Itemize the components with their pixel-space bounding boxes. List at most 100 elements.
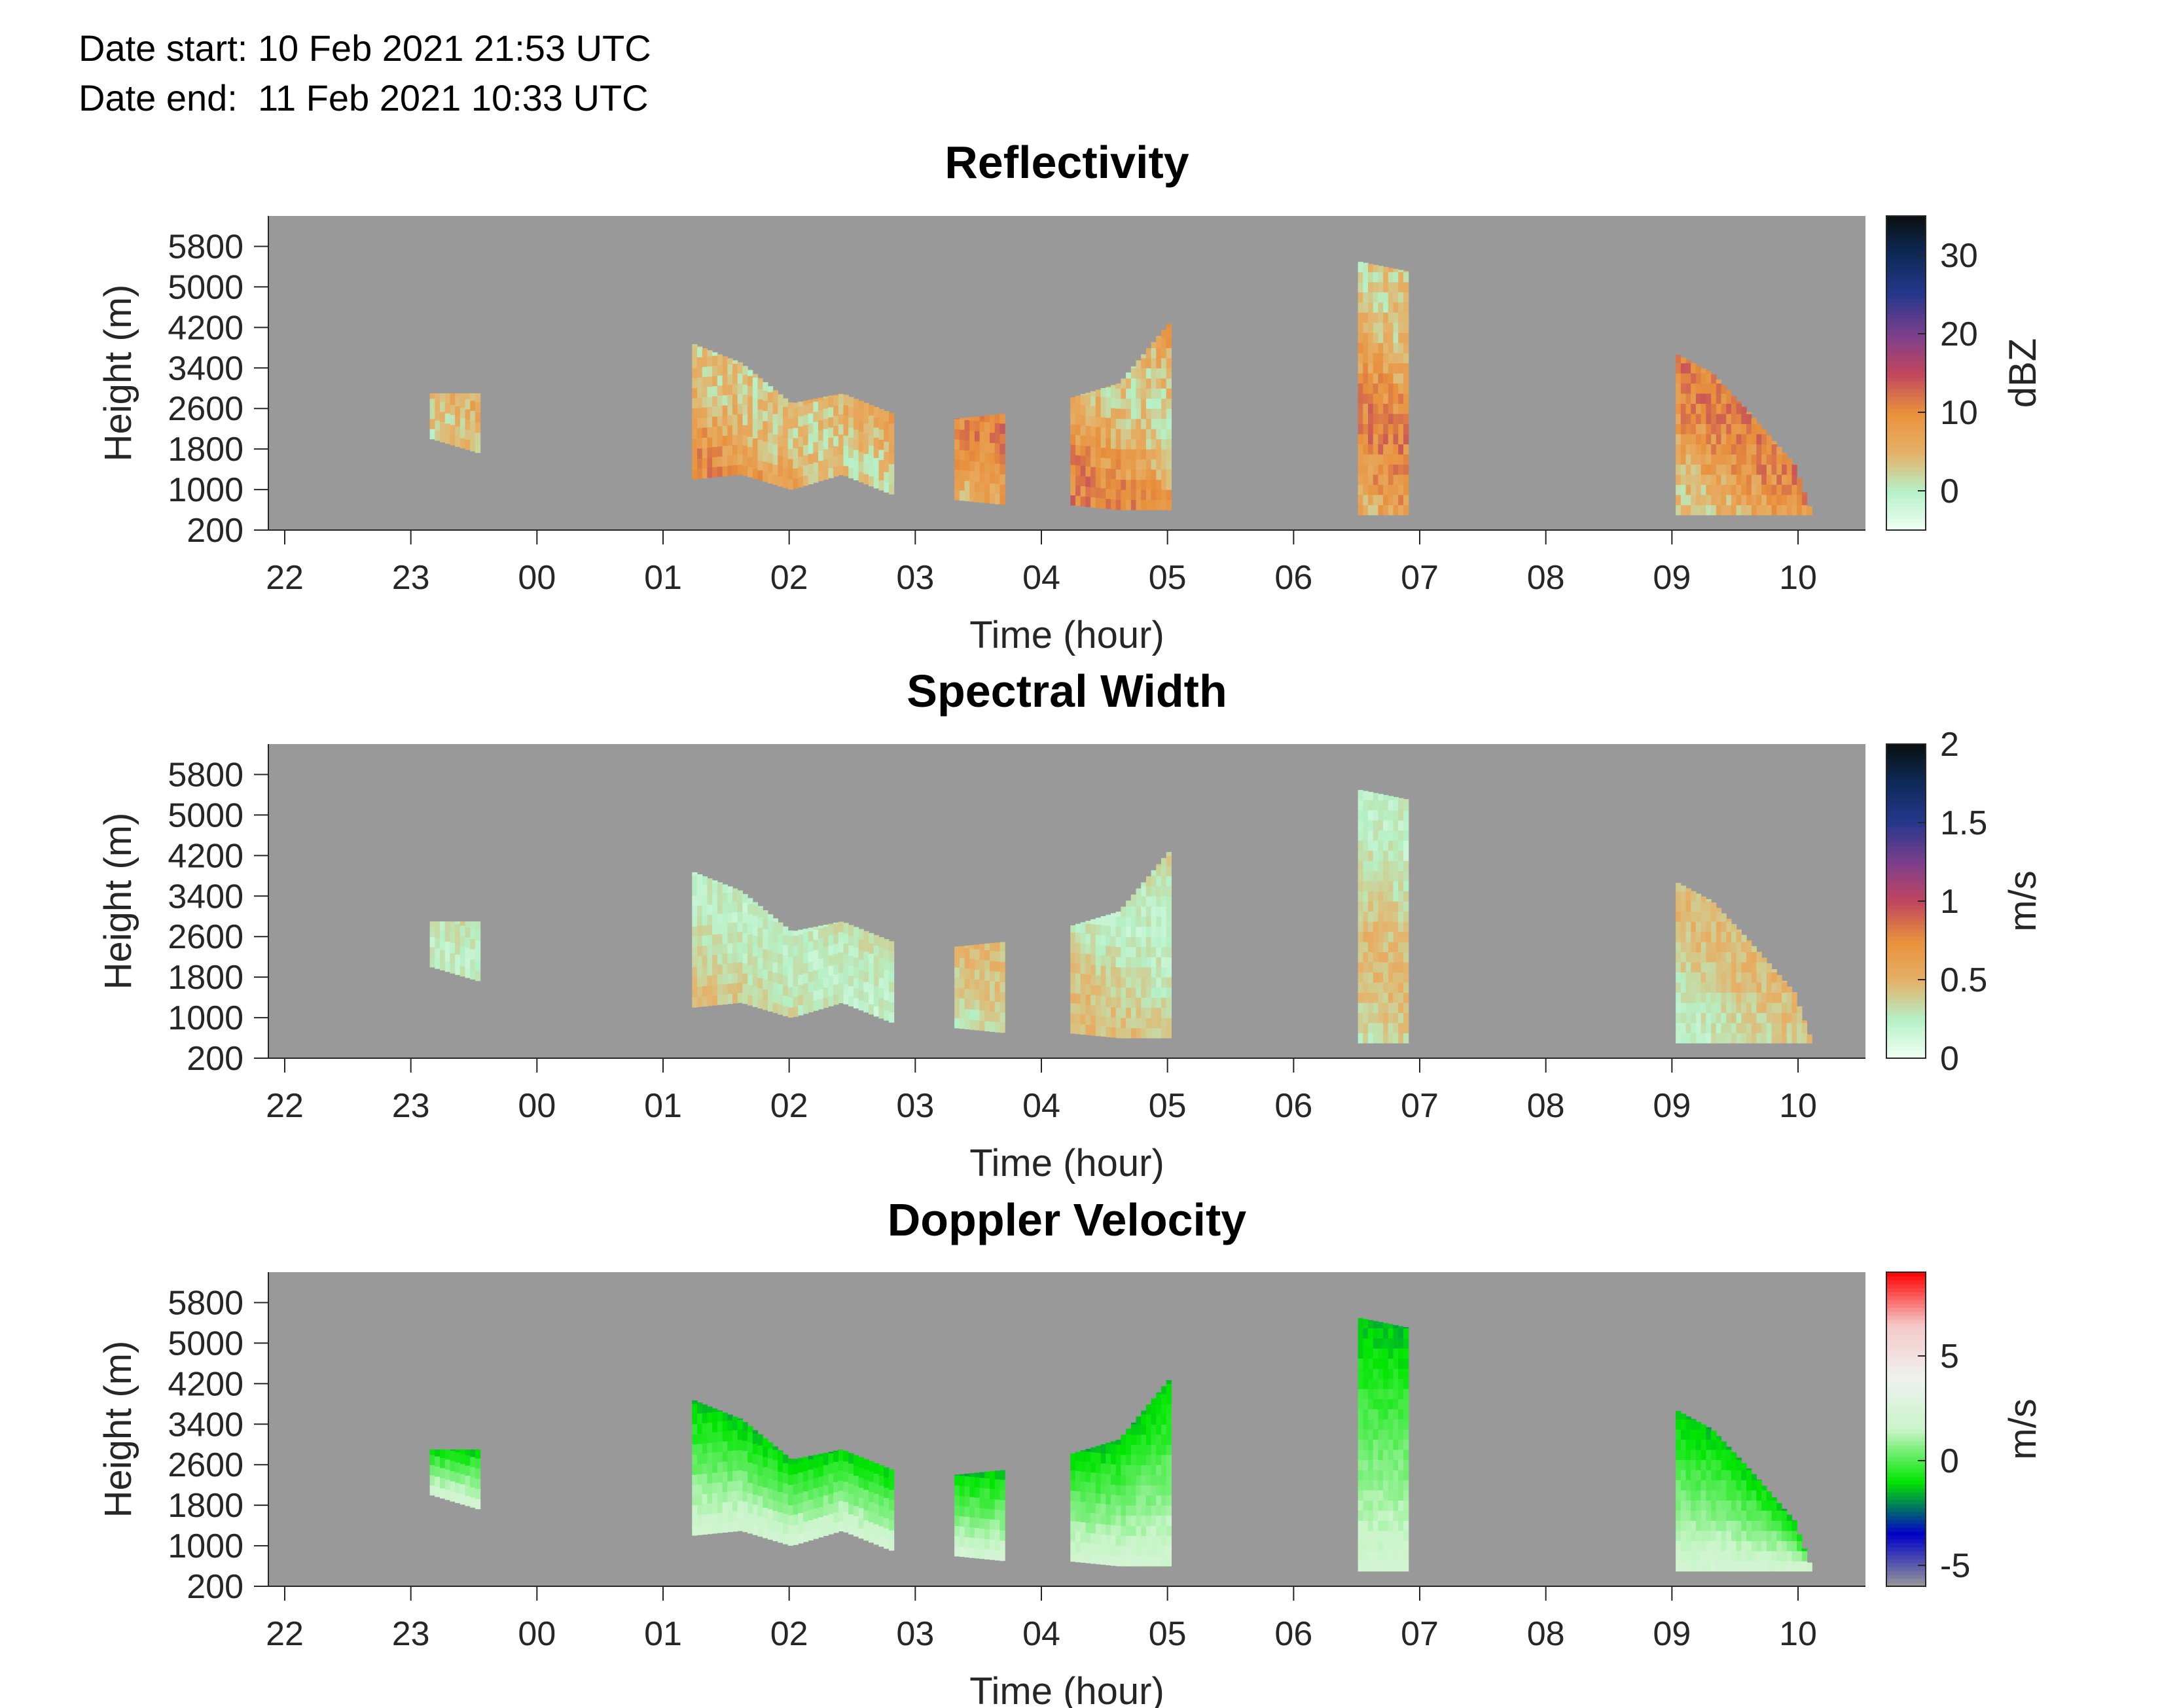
echo-cell [1791, 1012, 1797, 1023]
echo-cell [1695, 413, 1702, 424]
echo-cell [828, 1514, 834, 1525]
echo-cell [1085, 393, 1091, 396]
echo-cell [1676, 505, 1682, 516]
echo-cell [1115, 1027, 1121, 1039]
echo-cell [823, 1515, 829, 1526]
echo-cell [1706, 1500, 1712, 1511]
echo-cell [823, 936, 829, 948]
echo-cell [1100, 1463, 1106, 1474]
echo-cell [802, 400, 809, 405]
echo-cell [1695, 484, 1702, 495]
echo-cell [1166, 479, 1172, 490]
colorbar-swatch [1886, 1035, 1926, 1039]
colorbar-swatch [1886, 306, 1926, 311]
echo-cell [1756, 464, 1762, 475]
echo-cell [1726, 505, 1732, 516]
echo-cell [692, 398, 698, 409]
echo-cell [1383, 861, 1389, 872]
echo-cell [757, 937, 763, 948]
echo-cell [1716, 921, 1722, 933]
echo-cell [999, 484, 1005, 495]
echo-cell [692, 872, 698, 876]
echo-cell [1701, 1520, 1706, 1531]
echo-cell [1126, 906, 1132, 917]
echo-cell [1691, 952, 1697, 963]
echo-cell [793, 955, 799, 967]
echo-cell [1136, 1525, 1142, 1537]
echo-cell [798, 984, 804, 995]
echo-cell [763, 910, 768, 919]
echo-cell [1358, 891, 1363, 902]
echo-cell [843, 395, 849, 406]
echo-cell [848, 975, 854, 986]
echo-cell [1771, 972, 1777, 983]
echo-cell [843, 435, 849, 446]
echo-cell [979, 1487, 985, 1499]
echo-cell [1363, 1469, 1369, 1480]
echo-cell [1716, 908, 1722, 912]
colorbar-tick-label: 0 [1940, 472, 1959, 510]
echo-cell [1161, 408, 1167, 419]
echo-cell [787, 459, 793, 470]
echo-cell [1388, 268, 1394, 272]
echo-cell [884, 411, 890, 422]
echo-cell [1741, 1550, 1747, 1561]
colorbar-swatch [1886, 1386, 1926, 1391]
echo-cell [1373, 353, 1378, 364]
echo-cell [1095, 497, 1102, 508]
echo-cell [722, 425, 728, 436]
echo-cell [1136, 1505, 1142, 1516]
echo-cell [1398, 413, 1404, 424]
echo-cell [1145, 378, 1152, 389]
echo-cell [1145, 429, 1152, 440]
echo-cell [717, 953, 723, 965]
echo-cell [1378, 921, 1384, 933]
echo-cell [752, 1474, 759, 1485]
echo-cell [833, 1502, 839, 1513]
echo-cell [732, 383, 738, 395]
echo-cell [1111, 966, 1117, 977]
echo-cell [702, 925, 708, 936]
echo-cell [1711, 474, 1717, 485]
echo-cell [1383, 484, 1389, 495]
echo-cell [727, 1414, 733, 1421]
echo-cell [1676, 1012, 1682, 1023]
echo-cell [1151, 1556, 1157, 1567]
echo-cell [1090, 497, 1096, 508]
echo-cell [954, 469, 960, 480]
echo-cell [1782, 980, 1788, 983]
echo-cell [1691, 494, 1697, 505]
echo-cell [435, 928, 441, 939]
echo-cell [869, 476, 874, 487]
echo-cell [1676, 982, 1682, 993]
echo-cell [1388, 850, 1394, 861]
echo-cell [1685, 1439, 1691, 1450]
echo-cell [1141, 489, 1147, 501]
echo-cell [1156, 987, 1162, 998]
echo-cell [1080, 1481, 1086, 1492]
echo-cell [1398, 363, 1404, 374]
echo-cell [737, 383, 743, 394]
echo-cell [1095, 487, 1102, 498]
echo-cell [435, 1476, 441, 1487]
echo-cell [1378, 1368, 1384, 1379]
echo-cell [1111, 1441, 1117, 1444]
echo-cell [1368, 1540, 1374, 1552]
echo-cell [1751, 505, 1757, 516]
echo-cell [1100, 955, 1106, 966]
echo-cell [1130, 459, 1137, 470]
echo-cell [752, 1494, 759, 1505]
echo-cell [818, 1486, 824, 1497]
y-axis-label: Height (m) [97, 813, 139, 990]
echo-cell [747, 974, 753, 986]
echo-cell [1761, 1033, 1767, 1044]
echo-cell [1145, 885, 1152, 897]
echo-cell [692, 469, 698, 480]
echo-cell [1388, 931, 1394, 942]
echo-cell [994, 463, 1000, 474]
echo-cell [802, 952, 809, 963]
echo-cell [813, 1000, 819, 1011]
echo-cell [722, 953, 728, 964]
echo-cell [1393, 800, 1399, 811]
echo-cell [1378, 505, 1384, 516]
